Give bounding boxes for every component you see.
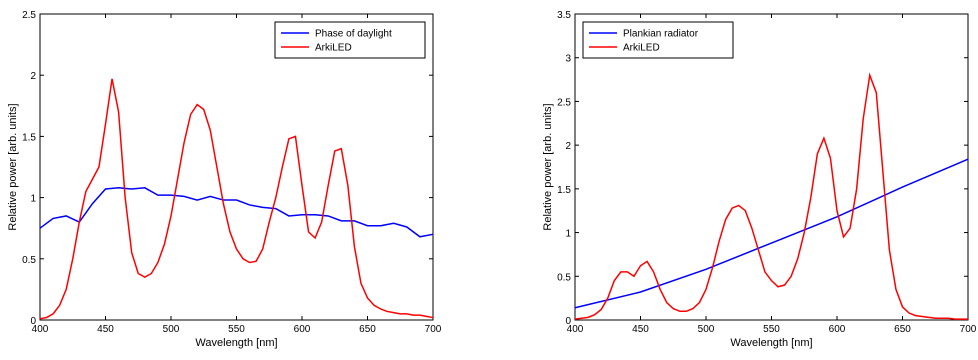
x-axis-label: Wavelength [nm] [195,337,277,349]
legend-label: ArkiLED [623,43,660,54]
y-tick-label: 1 [565,229,571,240]
x-tick-label: 650 [359,324,376,335]
data-line [39,78,434,320]
x-tick-label: 700 [960,324,977,335]
x-tick-label: 500 [163,324,180,335]
y-axis-label: Relative power [arb. units] [7,103,19,230]
x-tick-label: 550 [228,324,245,335]
y-tick-label: 3 [565,54,571,65]
x-tick-label: 600 [294,324,311,335]
y-tick-label: 2.5 [557,97,571,108]
y-tick-label: 0 [30,316,36,327]
legend-box [582,21,734,59]
y-tick-label: 1 [30,194,36,205]
y-tick-label: 1.5 [22,132,36,143]
y-tick-label: 0 [565,316,571,327]
x-tick-label: 450 [97,324,114,335]
y-tick-label: 1.5 [557,185,571,196]
data-line [574,158,969,309]
y-tick-label: 0.5 [22,255,36,266]
y-tick-label: 2.5 [22,10,36,21]
x-tick-label: 650 [894,324,911,335]
x-axis-label: Wavelength [nm] [730,337,812,349]
data-line [39,187,434,238]
x-tick-label: 400 [567,324,584,335]
plot-area [574,13,969,321]
y-tick-label: 3.5 [557,10,571,21]
data-line [574,72,968,320]
x-tick-label: 550 [763,324,780,335]
y-tick-label: 0.5 [557,272,571,283]
y-axis-label: Relative power [arb. units] [542,103,554,230]
x-tick-label: 500 [698,324,715,335]
x-tick-label: 700 [425,324,442,335]
legend-label: ArkiLED [315,43,352,54]
y-tick-label: 2 [30,71,36,82]
legend-label: Phase of daylight [315,29,392,40]
legend-box [274,21,426,59]
x-tick-label: 600 [829,324,846,335]
x-tick-label: 450 [632,324,649,335]
legend-label: Plankian radiator [623,29,699,40]
y-tick-label: 2 [565,141,571,152]
plot-area [39,13,434,321]
x-tick-label: 400 [32,324,49,335]
